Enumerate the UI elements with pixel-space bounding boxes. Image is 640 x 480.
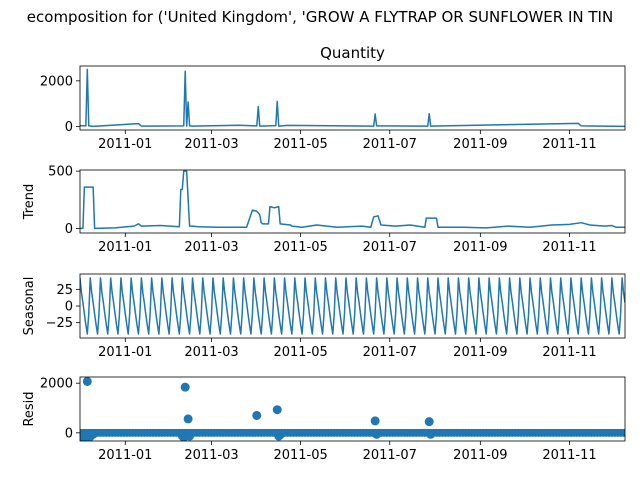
x-tick-label: 2011-09 xyxy=(453,448,507,463)
x-tick-label: 2011-01 xyxy=(98,240,152,255)
x-tick-label: 2011-07 xyxy=(363,345,417,360)
resid-point xyxy=(424,417,434,427)
y-tick-label: 25 xyxy=(56,283,73,298)
x-tick-label: 2011-03 xyxy=(184,448,238,463)
resid-point xyxy=(88,429,98,439)
figure-suptitle: ecomposition for ('United Kingdom', 'GRO… xyxy=(27,8,613,26)
x-tick-label: 2011-07 xyxy=(363,137,417,152)
x-tick-label: 2011-03 xyxy=(184,240,238,255)
x-tick-label: 2011-07 xyxy=(363,448,417,463)
plot-area-2 xyxy=(80,170,625,230)
seasonal-line xyxy=(80,277,625,335)
quantity-line xyxy=(80,68,625,128)
resid-point xyxy=(252,410,262,420)
x-tick-label: 2011-05 xyxy=(273,345,327,360)
y-tick-label: 2000 xyxy=(40,74,73,89)
x-tick-label: 2011-01 xyxy=(98,345,152,360)
x-tick-label: 2011-09 xyxy=(453,137,507,152)
panel-1: 0 2000 2011-01 2011-03 2011-05 2011-07 2011-09… xyxy=(40,44,626,152)
y-tick-label: 500 xyxy=(48,165,73,180)
plot-area-1 xyxy=(80,68,625,128)
y-tick-label: 0 xyxy=(65,120,73,135)
y-axis-label: Trend xyxy=(22,184,37,221)
x-tick-label: 2011-09 xyxy=(453,345,507,360)
y-tick-label: −25 xyxy=(46,316,73,331)
resid-point xyxy=(180,382,190,392)
resid-point xyxy=(619,428,625,437)
y-axis-label: Seasonal xyxy=(22,277,37,336)
x-tick-label: 2011-01 xyxy=(98,137,152,152)
x-tick-label: 2011-07 xyxy=(363,240,417,255)
resid-point xyxy=(370,416,380,426)
x-tick-label: 2011-03 xyxy=(184,137,238,152)
y-tick-label: 0 xyxy=(65,300,73,315)
panel-2: 0 500 2011-01 2011-03 2011-05 2011-07 2011-09 2… xyxy=(22,165,626,255)
plot-area-3 xyxy=(80,277,625,335)
x-tick-label: 2011-03 xyxy=(184,345,238,360)
x-tick-label: 2011-05 xyxy=(273,448,327,463)
trend-line xyxy=(80,170,625,230)
resid-point xyxy=(372,429,382,439)
axes-frame-4 xyxy=(79,376,626,442)
x-tick-label: 2011-11 xyxy=(542,240,596,255)
panel-4: 0 2000 2011-01 2011-03 2011-05 2011-07 2011-09… xyxy=(22,376,626,463)
panel-title: Quantity xyxy=(320,44,385,62)
x-tick-label: 2011-05 xyxy=(273,137,327,152)
x-tick-label: 2011-11 xyxy=(542,345,596,360)
x-tick-label: 2011-05 xyxy=(273,240,327,255)
y-tick-label: 0 xyxy=(65,426,73,441)
y-axis-label: Resid xyxy=(22,391,37,426)
x-tick-label: 2011-09 xyxy=(453,240,507,255)
y-tick-label: 2000 xyxy=(40,377,73,392)
resid-point xyxy=(275,430,285,440)
axes-frame-2 xyxy=(79,169,626,234)
x-tick-label: 2011-11 xyxy=(542,448,596,463)
resid-point xyxy=(82,377,92,386)
resid-point xyxy=(426,429,436,439)
plot-area-4 xyxy=(80,377,625,441)
x-tick-label: 2011-11 xyxy=(542,137,596,152)
panel-3: −250 25 2011-01 2011-03 2011-05 2011-07 2011-0… xyxy=(22,273,626,360)
x-tick-label: 2011-01 xyxy=(98,448,152,463)
axes-frame-1 xyxy=(79,65,626,131)
resid-point xyxy=(183,414,193,424)
resid-point xyxy=(185,431,195,441)
resid-point xyxy=(272,405,282,415)
y-tick-label: 0 xyxy=(65,222,73,237)
